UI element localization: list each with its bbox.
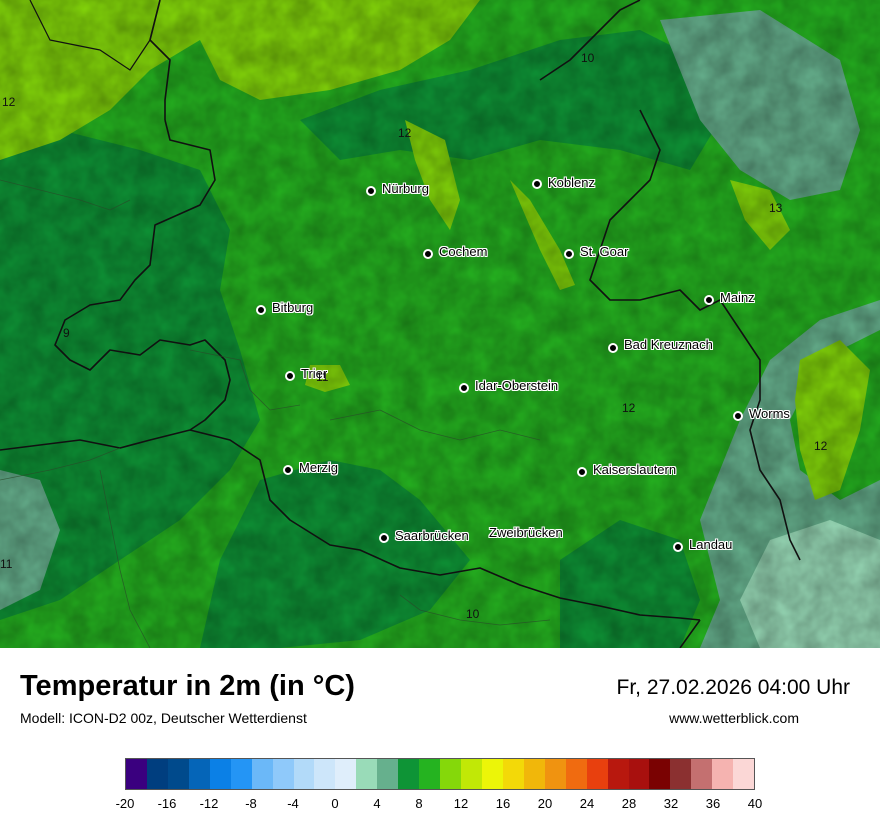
legend-swatch [356,759,378,789]
city-marker [564,249,574,259]
city-marker [608,343,618,353]
legend-tick-label: 36 [705,796,721,811]
state-border [0,119,231,451]
city-marker [704,295,714,305]
legend-swatch [565,759,587,789]
isoline-label: 9 [63,326,70,340]
city-label-worms: Worms [749,406,790,421]
legend-swatch [649,759,671,789]
legend-swatch [251,759,273,789]
legend-swatch [377,759,399,789]
legend-swatch [502,759,524,789]
legend-swatch [126,759,147,789]
isoline-label: 12 [2,95,16,109]
website-link[interactable]: www.wetterblick.com [669,710,799,726]
temperature-map [0,0,880,648]
legend-tick-label: 24 [579,796,595,811]
legend-swatch [188,759,210,789]
legend-tick-label: 32 [663,796,679,811]
city-marker [423,249,433,259]
legend-swatch [419,759,441,789]
city-label-kaiserslautern: Kaiserslautern [593,462,677,477]
isoline-label: 12 [622,401,636,415]
city-label-bitburg: Bitburg [272,300,314,315]
isoline-label: 11 [316,370,329,384]
legend-tick-label: -4 [287,796,299,811]
district-lines [0,179,551,648]
legend-swatch [167,759,189,789]
state-border-south [679,619,701,648]
legend-tick-label: 12 [453,796,469,811]
legend-swatch [607,759,629,789]
city-label-merzig: Merzig [299,460,339,475]
legend-tick-label: -20 [115,796,135,811]
legend-swatch [146,759,168,789]
city-label-landau: Landau [689,537,733,552]
legend-swatch [209,759,231,789]
city-marker [379,533,389,543]
legend-swatch [481,759,503,789]
isoline-label: 12 [398,126,412,140]
legend-tick-label: -16 [157,796,177,811]
city-label-nuerburg: Nürburg [382,181,429,196]
legend-tick-label: 8 [415,796,423,811]
city-marker [366,186,376,196]
city-marker [283,465,293,475]
state-border-northeast [539,0,641,81]
legend-swatch [398,759,420,789]
city-marker [256,305,266,315]
isoline-label: 10 [581,51,595,65]
legend-swatch [691,759,713,789]
legend-swatch [461,759,482,789]
model-info: Modell: ICON-D2 00z, Deutscher Wetterdie… [20,710,307,726]
city-label-st-goar: St. Goar [580,244,629,259]
city-label-trier: Trier [301,366,328,381]
legend-swatch [335,759,357,789]
legend-tick-label: -12 [199,796,219,811]
legend-tick-label: 4 [373,796,381,811]
city-label-idar-oberstein: Idar-Oberstein [475,378,559,393]
city-marker [673,542,683,552]
legend-tick-label: 20 [537,796,553,811]
state-border-east [589,109,801,561]
city-label-saarbruecken: Saarbrücken [395,528,469,543]
isoline-label: 13 [769,201,783,215]
city-label-bad-kreuznach: Bad Kreuznach [624,337,713,352]
isoline-label: 12 [814,439,828,453]
city-label-cochem: Cochem [439,244,488,259]
city-marker [532,179,542,189]
legend-swatch [523,759,545,789]
legend-tick-label: -8 [245,796,257,811]
city-label-koblenz: Koblenz [548,175,595,190]
legend-swatch [670,759,692,789]
color-legend [125,758,755,790]
city-marker [733,411,743,421]
country-border [29,0,161,71]
legend-tick-label: 40 [747,796,763,811]
legend-swatch [544,759,566,789]
isoline-label: 10 [466,607,480,621]
state-border-saar [189,429,701,621]
legend-tick-label: 28 [621,796,637,811]
isoline-label: 11 [0,557,13,571]
legend-tick-label: 0 [331,796,339,811]
legend-swatch [293,759,315,789]
legend-swatch [733,759,755,789]
legend-tick-label: 16 [495,796,511,811]
legend-swatch [712,759,734,789]
legend-swatch [586,759,608,789]
city-marker [577,467,587,477]
legend-swatch [440,759,461,789]
legend-swatch [272,759,294,789]
legend-swatch [314,759,336,789]
map-title: Temperatur in 2m (in °C) [20,670,355,702]
city-label-mainz: Mainz [720,290,755,305]
city-marker [285,371,295,381]
city-label-zweibruecken: Zweibrücken [489,525,563,540]
border-lines [0,0,801,648]
city-marker [459,383,469,393]
legend-swatch [628,759,650,789]
legend-swatch [230,759,252,789]
forecast-datetime: Fr, 27.02.2026 04:00 Uhr [616,676,851,699]
